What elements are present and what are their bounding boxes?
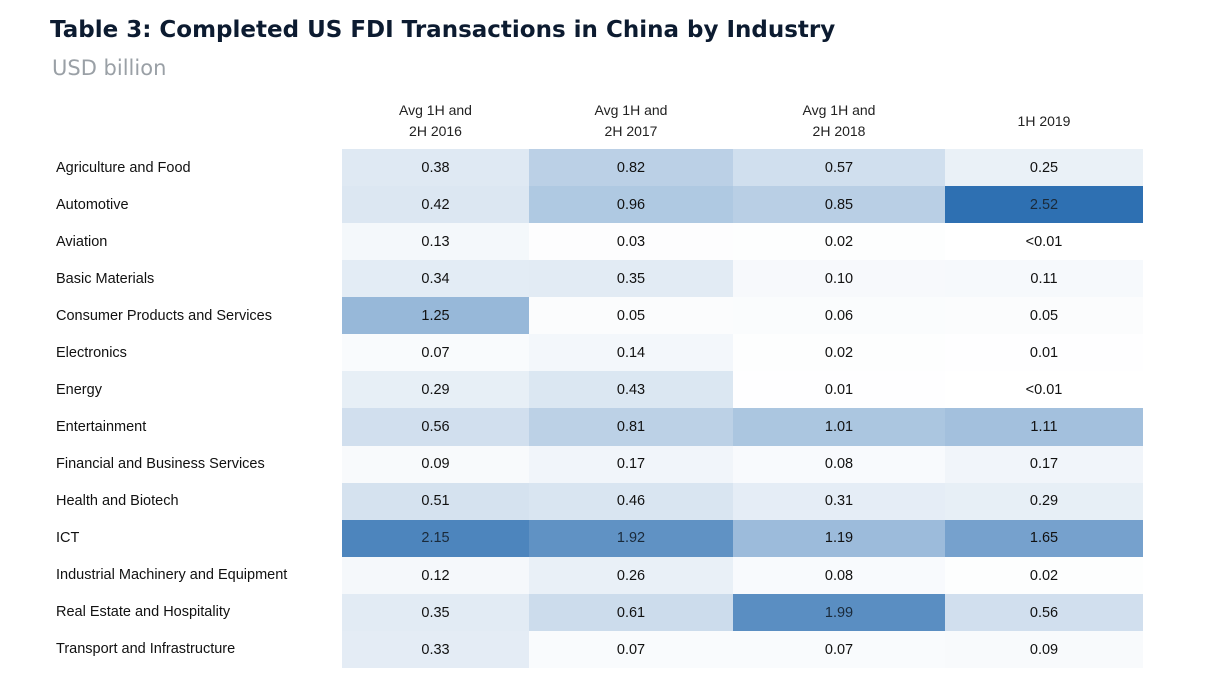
heatmap-cell: 0.25 [945,149,1143,187]
heatmap-cell: 0.01 [945,334,1143,372]
heatmap-cell: 0.01 [733,371,945,409]
row-label: Real Estate and Hospitality [56,604,231,621]
column-header: 1H 2019 [1017,112,1071,129]
row-label: Consumer Products and Services [56,307,272,324]
heatmap-cell: 2.52 [945,186,1143,224]
heatmap-cell: 0.09 [945,630,1143,669]
heatmap-cell: 1.65 [945,519,1143,558]
heatmap-cell: 0.96 [529,186,733,224]
row-label: Financial and Business Services [56,456,265,473]
heatmap-cell: 0.10 [733,260,945,298]
column-header: Avg 1H and 2H 2018 [802,102,876,139]
heatmap-cell: 0.43 [529,371,733,409]
heatmap-cell: 0.35 [529,260,733,298]
row-label: ICT [56,530,80,547]
heatmap-cell: 0.09 [342,445,529,484]
column-header: Avg 1H and 2H 2016 [399,102,472,139]
heatmap-cell: 0.13 [342,223,529,261]
heatmap-cell: 0.03 [529,223,733,261]
row-label: Industrial Machinery and Equipment [56,567,288,584]
heatmap-cell: 0.02 [733,223,945,261]
heatmap-cell: 1.99 [733,593,945,632]
row-label: Aviation [56,233,108,250]
heatmap-cell: 0.17 [945,445,1143,484]
heatmap-cell: 1.92 [529,519,733,558]
heatmap-cell: 0.02 [733,334,945,372]
heatmap-cell: 0.26 [529,556,733,595]
heatmap-cell: 0.56 [945,593,1143,632]
heatmap-cell: 1.11 [945,408,1143,447]
heatmap-cell: 0.14 [529,334,733,372]
heatmap-cell: 0.35 [342,593,529,632]
heatmap-cell: 0.42 [342,186,529,224]
heatmap-cell: 0.07 [342,334,529,372]
row-label: Transport and Infrastructure [56,641,236,658]
heatmap-cell: 1.01 [733,408,945,447]
row-label: Health and Biotech [56,493,179,510]
heatmap-cell: 0.34 [342,260,529,298]
heatmap-cell: 0.29 [342,371,529,409]
heatmap-cell: 0.31 [733,482,945,521]
heatmap-cell: 0.38 [342,149,529,187]
heatmap-cell: 0.82 [529,149,733,187]
heatmap-cell: 0.07 [529,630,733,669]
heatmap-cell: 0.29 [945,482,1143,521]
heatmap-cell: 0.05 [945,297,1143,335]
heatmap-cell: 0.07 [733,630,945,669]
table-subtitle: USD billion [52,56,167,80]
heatmap-cell: 1.25 [342,297,529,335]
heatmap-cell: 0.02 [945,556,1143,595]
row-label: Entertainment [56,419,147,436]
heatmap-cell: 0.46 [529,482,733,521]
heatmap-cell: 0.08 [733,445,945,484]
heatmap-cell: 0.51 [342,482,529,521]
heatmap-cell: 0.17 [529,445,733,484]
row-label: Automotive [56,196,129,213]
row-label: Agriculture and Food [56,159,191,176]
row-label: Electronics [56,344,127,361]
heatmap-cell: 2.15 [342,519,529,558]
heatmap-cell: 0.61 [529,593,733,632]
heatmap-cell: 1.19 [733,519,945,558]
heatmap-cell: 0.85 [733,186,945,224]
heatmap-cell: 0.56 [342,408,529,447]
column-header: Avg 1H and 2H 2017 [594,102,668,139]
table-title: Table 3: Completed US FDI Transactions i… [50,17,836,43]
heatmap-cell: 0.12 [342,556,529,595]
heatmap-cell: 0.08 [733,556,945,595]
row-label: Energy [56,381,102,398]
heatmap-cell: <0.01 [945,223,1143,261]
heatmap-cell: 0.06 [733,297,945,335]
heatmap-cell: <0.01 [945,371,1143,409]
heatmap-cell: 0.57 [733,149,945,187]
heatmap-cell: 0.33 [342,630,529,669]
heatmap-cell: 0.11 [945,260,1143,298]
heatmap-cell: 0.05 [529,297,733,335]
heatmap-cell: 0.81 [529,408,733,447]
row-label: Basic Materials [56,270,155,287]
